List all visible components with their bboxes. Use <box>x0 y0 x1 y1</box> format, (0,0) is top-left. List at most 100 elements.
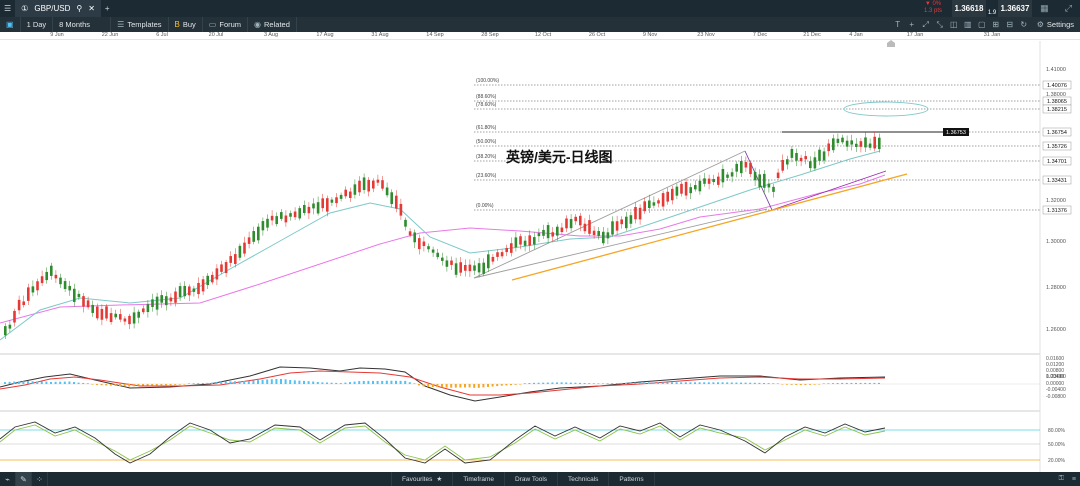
tab-technicals[interactable]: Technicals <box>557 472 608 486</box>
candle-body <box>836 138 840 143</box>
new-tab-button[interactable]: + <box>104 4 110 13</box>
chart-canvas[interactable]: 1.410001.380001.360001.320001.300001.280… <box>0 41 1080 472</box>
candle-body <box>721 168 725 183</box>
candle-body <box>500 252 504 257</box>
candle-body <box>349 191 352 198</box>
macd-histogram-bar <box>841 382 844 384</box>
tab-patterns[interactable]: Patterns <box>608 472 655 486</box>
candle-body <box>298 208 301 219</box>
candle-body <box>201 279 205 292</box>
candle-body <box>482 262 485 274</box>
layout-icon[interactable]: ▥ <box>963 20 972 29</box>
tab-timeframe[interactable]: Timeframe <box>452 472 504 486</box>
macd-histogram-bar <box>809 384 811 385</box>
grid-icon[interactable]: ▦ <box>1040 3 1049 13</box>
candle-body <box>119 314 122 320</box>
chart-tab[interactable]: ① GBP/USD ⚲ ✕ <box>15 0 101 17</box>
templates-button[interactable]: ☰ Templates <box>111 17 169 32</box>
macd-histogram-bar <box>519 384 522 385</box>
macd-axis-label: -0.00800 <box>1046 394 1066 400</box>
text-tool-icon[interactable]: T <box>895 20 901 29</box>
candle-body <box>689 187 692 194</box>
candle-body <box>450 260 453 265</box>
macd-histogram-bar <box>330 382 333 384</box>
price-badge <box>1042 156 1072 166</box>
sell-price-button[interactable]: 1.36618 <box>952 0 986 17</box>
candle-body <box>146 304 150 313</box>
candle-body <box>845 140 849 147</box>
candle-body <box>588 220 591 234</box>
macd-histogram-bar <box>298 380 301 384</box>
macd-histogram-bar <box>128 384 131 387</box>
candle-body <box>615 221 619 231</box>
tab-draw-tools[interactable]: Draw Tools <box>504 472 557 486</box>
lock-icon[interactable]: ⚿ <box>1058 475 1064 482</box>
macd-histogram-bar <box>523 383 526 384</box>
templates-label: Templates <box>127 20 162 29</box>
candle-body <box>496 252 499 257</box>
menu-icon[interactable]: ☰ <box>4 4 12 13</box>
macd-histogram-bar <box>694 382 696 384</box>
change-points: 1.3 pts <box>923 8 942 14</box>
candle-body <box>266 218 269 228</box>
candle-body <box>8 324 12 329</box>
buy-button[interactable]: B Buy <box>169 17 203 32</box>
candle-body <box>602 231 605 244</box>
forum-button[interactable]: ▭ Forum <box>203 17 249 32</box>
zoom-out-icon[interactable]: ⤡ <box>936 19 943 29</box>
scroll-anchor-icon[interactable] <box>887 40 895 47</box>
candle-body <box>523 240 527 246</box>
macd-histogram-bar <box>671 382 673 384</box>
macd-histogram-bar <box>50 381 52 384</box>
crosshair-icon[interactable]: + <box>909 20 915 29</box>
candle-body <box>385 187 389 196</box>
settings-button[interactable]: ⚙ Settings <box>1031 17 1080 32</box>
refresh-icon[interactable]: ↻ <box>1020 20 1028 29</box>
candle-body <box>40 276 44 284</box>
candle-body <box>155 296 159 310</box>
search-icon[interactable]: ⚲ <box>76 4 83 13</box>
candle-body <box>528 235 531 246</box>
macd-histogram-bar <box>284 379 287 384</box>
chart-area[interactable]: 1.410001.380001.360001.320001.300001.280… <box>0 41 1080 472</box>
fit-icon[interactable]: ◫ <box>949 20 958 29</box>
candle-body <box>464 264 467 271</box>
screenshot-icon[interactable]: ▢ <box>977 20 986 29</box>
zoom-in-icon[interactable]: ⤢ <box>922 19 929 29</box>
sidebar-toggle-icon[interactable]: ▣ <box>0 17 21 32</box>
macd-histogram-bar <box>224 381 227 384</box>
candle-body <box>786 159 789 165</box>
save-icon[interactable]: ⊟ <box>1006 20 1014 29</box>
macd-histogram-bar <box>454 384 457 388</box>
macd-histogram-bar <box>321 382 324 384</box>
macd-histogram-bar <box>91 384 94 385</box>
cursor-icon[interactable]: ⌁ <box>0 472 16 486</box>
buy-price-button[interactable]: 1.36637 <box>998 0 1032 17</box>
price-axis-label: 1.23000 <box>1046 374 1066 380</box>
channel-upper-line <box>473 150 746 279</box>
price-badge-value: 1.31376 <box>1047 208 1067 214</box>
macd-histogram-bar <box>657 382 660 384</box>
macd-histogram-bar <box>684 382 687 384</box>
pencil-icon[interactable]: ✎ <box>16 472 32 486</box>
magnet-icon[interactable]: ⁘ <box>32 472 48 486</box>
macd-histogram-bar <box>275 379 278 384</box>
macd-histogram-bar <box>799 384 802 386</box>
tab-favourites[interactable]: Favourites ★ <box>391 472 452 486</box>
macd-histogram-bar <box>344 382 347 384</box>
candle-body <box>82 296 85 307</box>
related-button[interactable]: ◉ Related <box>248 17 297 32</box>
price-marker-value: 1.36753 <box>946 130 966 136</box>
candle-body <box>652 202 656 206</box>
list-icon[interactable]: ≡ <box>1071 475 1076 483</box>
interval-dropdown[interactable]: 1 Day <box>21 17 54 32</box>
print-icon[interactable]: ⊞ <box>992 20 1000 29</box>
close-icon[interactable]: ✕ <box>88 4 95 13</box>
range-dropdown[interactable]: 8 Months <box>53 17 112 32</box>
macd-histogram-bar <box>238 381 241 384</box>
macd-histogram-bar <box>551 382 554 384</box>
candle-body <box>666 191 669 202</box>
expand-icon[interactable]: ⤢ <box>1064 3 1072 13</box>
candle-body <box>468 264 472 272</box>
candle-body <box>105 306 108 319</box>
